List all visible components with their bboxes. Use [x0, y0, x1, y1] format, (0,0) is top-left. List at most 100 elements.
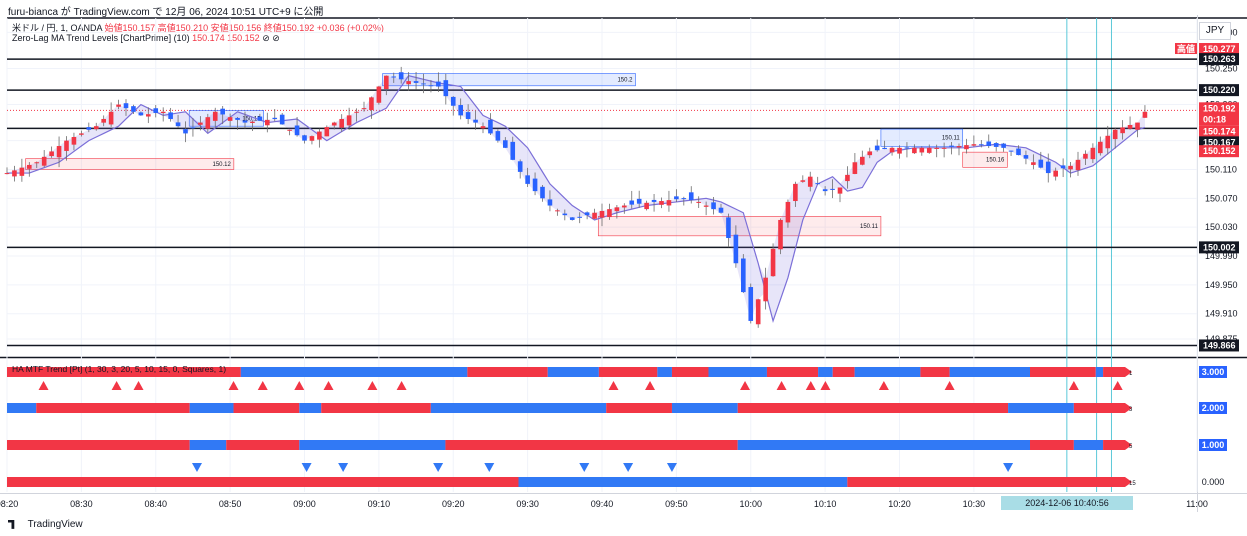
- candle-body: [421, 83, 426, 85]
- ha-trend-segment: [189, 403, 234, 413]
- candle-body: [897, 147, 902, 154]
- price-tag: [1199, 339, 1239, 352]
- ha-trend-segment: [321, 403, 431, 413]
- ha-trend-segment: [1103, 440, 1125, 450]
- ha-value-text: 1.000: [1202, 440, 1225, 450]
- ha-trend-segment: [430, 403, 607, 413]
- ha-trend-segment: [920, 367, 950, 377]
- ha-trend-segment: [737, 403, 1009, 413]
- ha-value-text: 3.000: [1202, 367, 1225, 377]
- candle-body: [517, 161, 523, 172]
- ha-trend-segment: [1030, 367, 1096, 377]
- candle-body: [116, 104, 121, 107]
- candle-body: [1105, 135, 1111, 149]
- candle-body: [168, 112, 173, 119]
- ha-up-marker: [133, 381, 144, 390]
- ha-up-marker: [294, 381, 305, 390]
- candle-body: [666, 200, 672, 206]
- candle-body: [956, 146, 962, 148]
- candle-body: [19, 167, 25, 176]
- candle-body: [79, 133, 84, 135]
- candle-body: [458, 105, 463, 116]
- candle-body: [800, 180, 806, 182]
- ha-indicator-legend[interactable]: HA MTF Trend [Pt] (1, 30, 3, 20, 5, 10, …: [12, 364, 227, 374]
- ha-up-marker: [1068, 381, 1079, 390]
- currency-button[interactable]: JPY: [1199, 22, 1231, 40]
- time-tick-label: 09:10: [368, 499, 391, 509]
- time-tick-label: 10:20: [888, 499, 911, 509]
- tradingview-footer: TradingView: [8, 519, 83, 530]
- candle-body: [324, 127, 330, 137]
- candle-body: [495, 131, 501, 141]
- candle-body: [346, 115, 352, 126]
- candle-body: [235, 117, 240, 120]
- time-tick-label: 08:40: [144, 499, 167, 509]
- candle-body: [450, 96, 456, 106]
- candle-body: [741, 258, 746, 293]
- ha-value-tag: [1199, 366, 1227, 378]
- tradingview-logo-icon: [8, 519, 15, 529]
- candle-body: [755, 299, 761, 325]
- time-highlight-badge: [1001, 496, 1133, 510]
- ha-up-marker: [323, 381, 334, 390]
- candle-body: [41, 156, 47, 166]
- candle-body: [443, 80, 449, 97]
- ha-trend-segment: [467, 367, 548, 377]
- ha-trend-segment: [1030, 440, 1074, 450]
- ha-down-marker: [1003, 463, 1014, 472]
- candle-body: [227, 117, 233, 121]
- candle-body: [815, 183, 820, 185]
- candle-body: [160, 111, 166, 114]
- ha-up-marker: [776, 381, 787, 390]
- price-tag-text: 150.167: [1203, 137, 1236, 147]
- ha-trend-segment: [671, 367, 709, 377]
- ha-value-tag: [1199, 402, 1227, 414]
- ha-trend-segment: [818, 367, 833, 377]
- candle-body: [525, 175, 530, 184]
- ha-down-marker: [433, 463, 444, 472]
- candle-body: [279, 114, 285, 125]
- zone-label: 150.16: [986, 158, 1005, 164]
- price-tick-label: 149.875: [1205, 334, 1238, 344]
- ha-trend-segment: [847, 477, 1125, 487]
- candle-body: [860, 156, 865, 165]
- candle-body: [934, 147, 939, 149]
- ha-up-marker: [228, 381, 239, 390]
- candle-body: [1016, 148, 1021, 156]
- candle-body: [220, 108, 225, 115]
- candle-body: [926, 147, 932, 153]
- candle-body: [793, 183, 798, 202]
- ha-up-marker: [111, 381, 122, 390]
- ha-up-marker: [740, 381, 751, 390]
- candle-body: [1142, 111, 1148, 118]
- candle-body: [369, 97, 374, 110]
- ha-trend-segment: [189, 440, 227, 450]
- indicator-legend[interactable]: Zero-Lag MA Trend Levels [ChartPrime] (1…: [12, 33, 280, 44]
- candle-body: [540, 186, 545, 199]
- indicator-value-2: 150.152: [227, 33, 260, 43]
- ha-up-marker: [1112, 381, 1123, 390]
- candle-body: [183, 129, 188, 134]
- time-tick-label: 09:50: [665, 499, 688, 509]
- candle-body: [629, 200, 635, 205]
- candle-body: [93, 126, 99, 130]
- candle-body: [867, 151, 873, 156]
- candle-body: [294, 125, 300, 136]
- ha-up-marker: [608, 381, 619, 390]
- ha-trend-segment: [518, 477, 848, 487]
- candle-body: [674, 196, 679, 200]
- ha-down-marker: [191, 463, 202, 472]
- candle-body: [1008, 150, 1014, 152]
- close-value: 終値150.192: [263, 23, 315, 33]
- candle-body: [874, 145, 880, 151]
- price-tag: [1199, 43, 1239, 56]
- price-tag-text: 150.277: [1203, 44, 1236, 54]
- candle-body: [465, 112, 471, 119]
- time-tick-label: 10:30: [963, 499, 986, 509]
- candle-body: [1068, 165, 1073, 170]
- ha-trend-segment: [606, 403, 672, 413]
- zone-label: 150.12: [212, 162, 231, 168]
- ha-value-text: 0.000: [1202, 477, 1225, 487]
- candle-body: [510, 141, 516, 160]
